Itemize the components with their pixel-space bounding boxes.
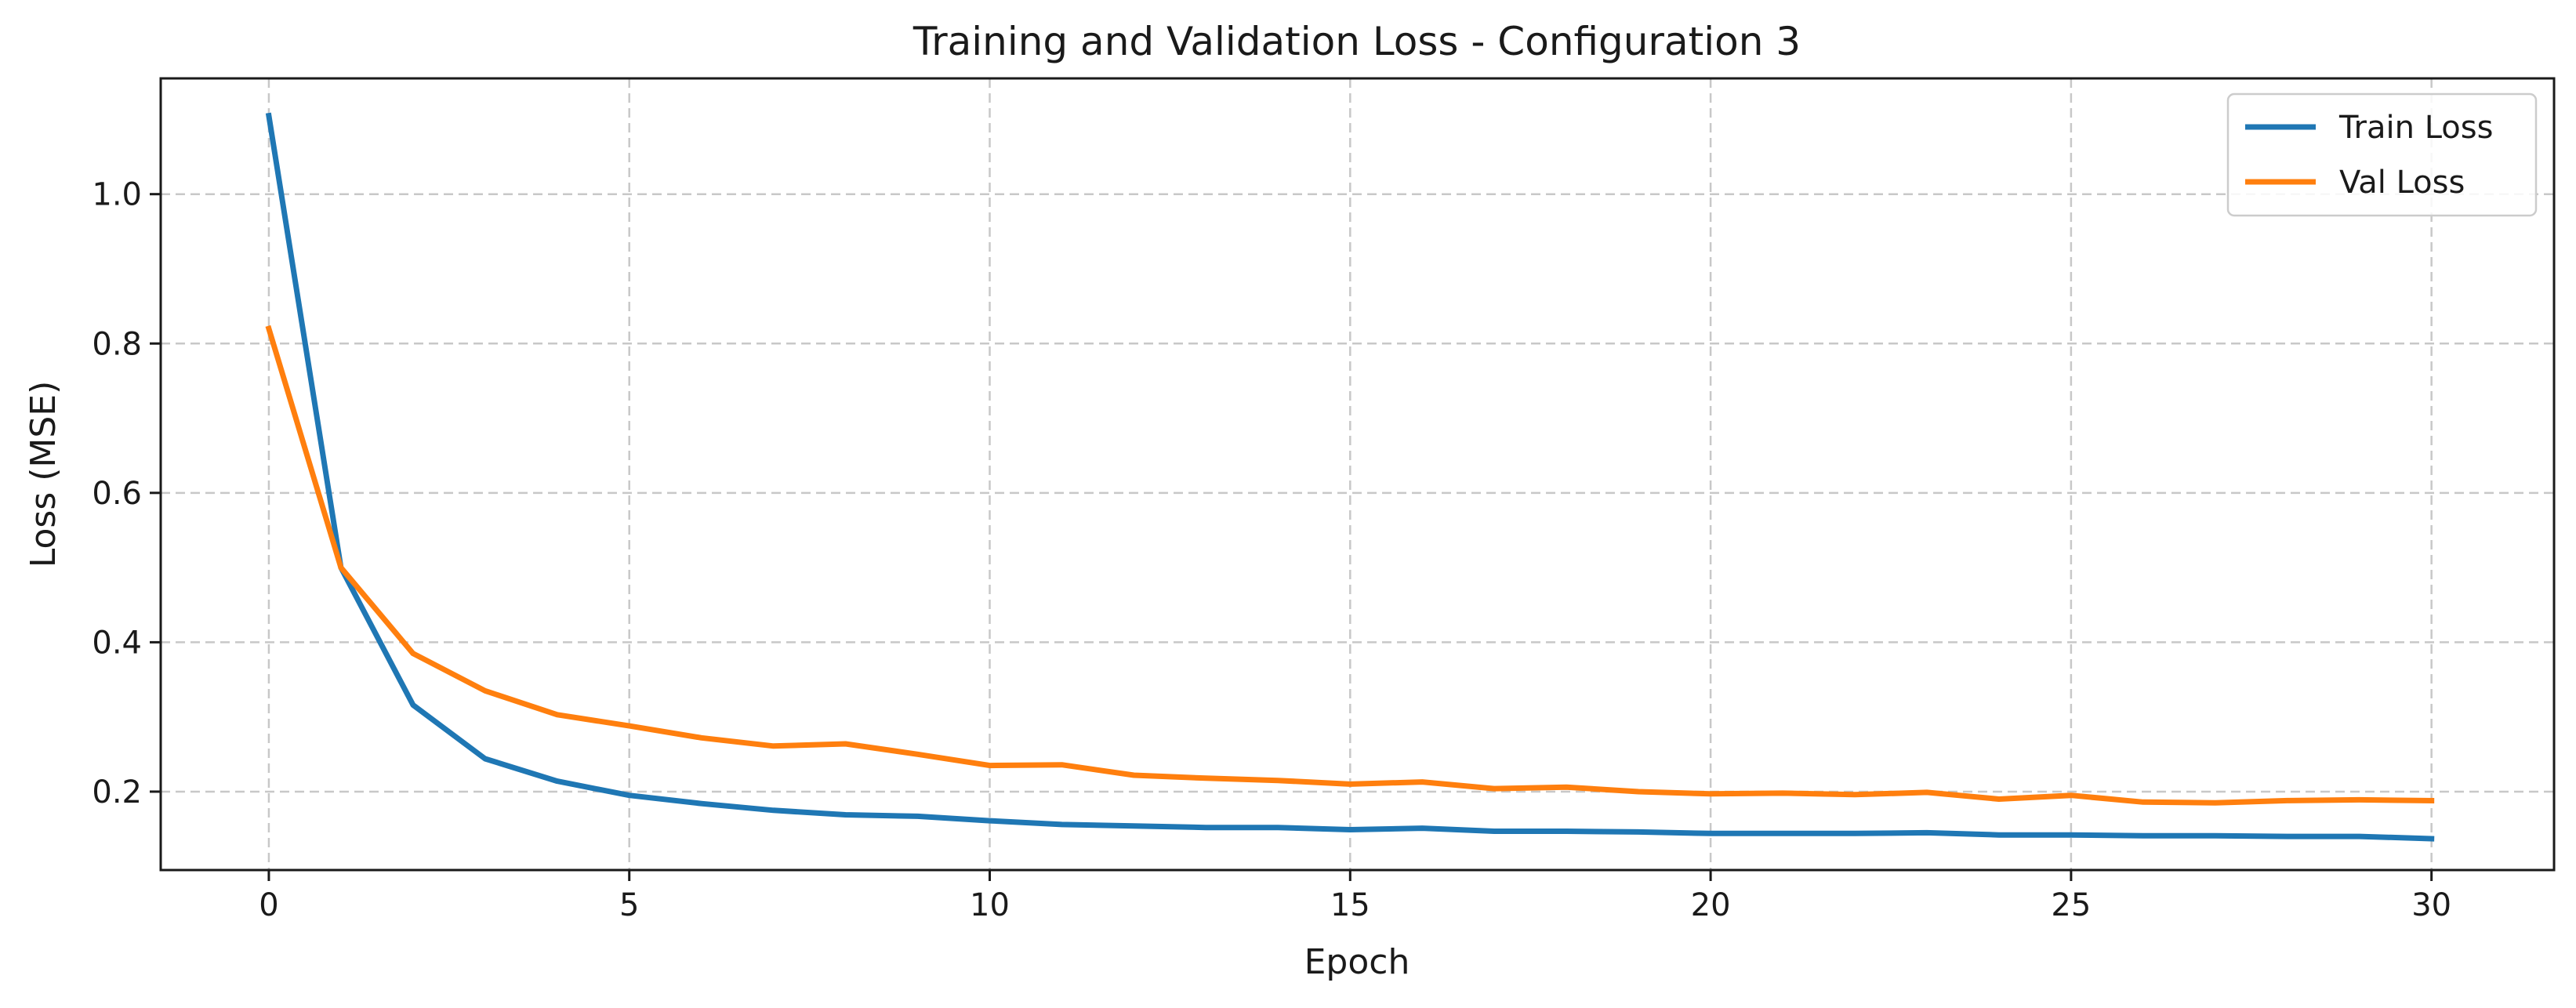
legend-label: Train Loss [2338,110,2493,146]
y-axis-label: Loss (MSE) [24,381,63,568]
plot-frame [159,77,2556,872]
x-tick-label: 15 [1330,887,1370,923]
x-axis-label: Epoch [1304,942,1410,982]
x-tick-label: 20 [1691,887,1731,923]
series-line-train-loss [265,112,2435,842]
series-line-val-loss [265,325,2435,806]
y-tick-label: 0.8 [92,326,142,362]
y-tick-label: 0.4 [92,625,142,661]
legend-label: Val Loss [2339,165,2465,201]
y-tick-label: 1.0 [92,177,142,213]
y-tick-label: 0.6 [92,476,142,512]
chart-title: Training and Validation Loss - Configura… [912,19,1801,64]
x-tick-label: 10 [970,887,1010,923]
x-tick-label: 0 [259,887,278,923]
axis-ticks: 0 5 10 15 20 25 30 0.2 0.4 0.6 0.8 1.0 [92,177,2451,923]
x-tick-label: 30 [2411,887,2451,923]
series-lines [265,112,2435,842]
grid-lines [161,78,2554,870]
x-tick-label: 5 [619,887,639,923]
y-tick-label: 0.2 [92,774,142,810]
legend: Train Loss Val Loss [2226,92,2538,217]
x-tick-label: 25 [2051,887,2091,923]
